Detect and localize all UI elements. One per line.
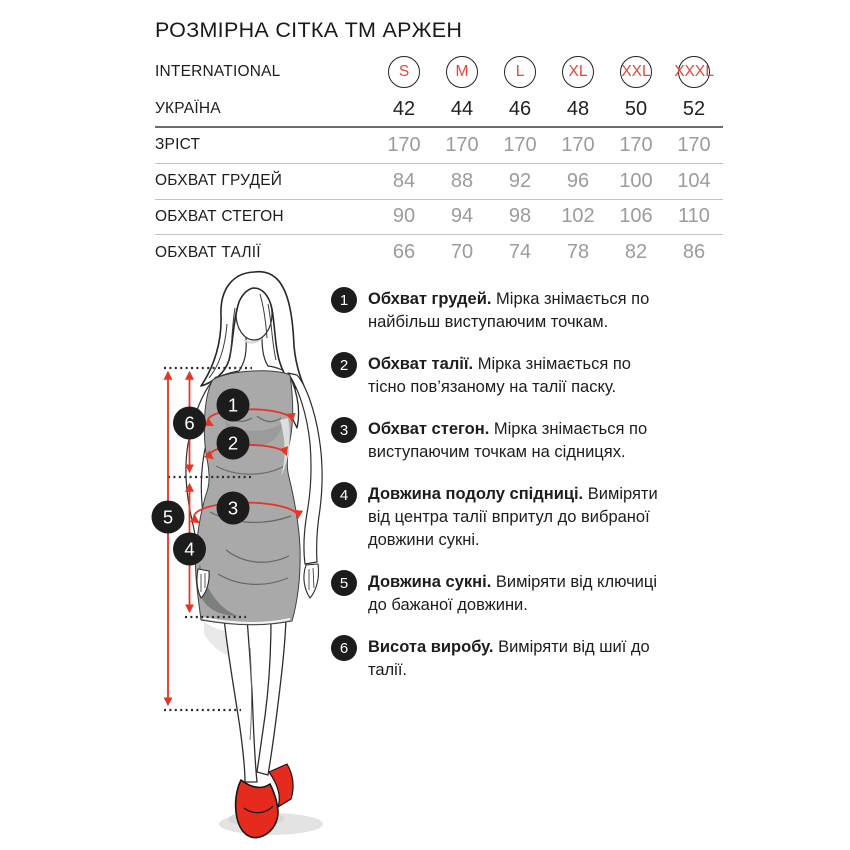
row-label: ОБХВАТ ГРУДЕЙ [155, 172, 283, 190]
row-label: ОБХВАТ ТАЛІЇ [155, 243, 261, 261]
legend-number-badge: 6 [331, 635, 357, 661]
table-cell: 94 [450, 205, 474, 228]
svg-text:1: 1 [228, 395, 238, 416]
table-cell: 74 [508, 241, 532, 264]
table-cell: 46 [508, 97, 532, 120]
legend-number-badge: 3 [331, 417, 357, 443]
marker-badge-4: 4 [173, 532, 206, 566]
legend-number-badge: 4 [331, 482, 357, 508]
table-cell: 170 [619, 133, 653, 156]
table-cell: 98 [508, 205, 532, 228]
size-circle-xxxl: XXXL [674, 56, 714, 88]
table-cell: 82 [624, 241, 648, 264]
table-cell: 170 [445, 133, 479, 156]
legend-item-text: Мірка знімається по найбільш виступаючим… [368, 290, 650, 331]
legend-item-text: Мірка знімається по тісно пов’язаному на… [368, 355, 631, 396]
marker-badge-6: 6 [173, 406, 206, 440]
legend-item-title: Обхват стегон. [368, 420, 490, 438]
table-cell: 170 [677, 133, 711, 156]
table-cell: 70 [450, 241, 474, 264]
row-label: ЗРІСТ [155, 136, 201, 154]
table-row-bust: ОБХВАТ ГРУДЕЙ 84 88 92 96 100 104 [155, 162, 723, 199]
table-cell: 48 [566, 97, 590, 120]
table-cell: 110 [678, 205, 710, 228]
legend-item-bust: 1 Обхват грудей. Мірка знімається по най… [331, 287, 731, 334]
legend-item-title: Висота виробу. [368, 638, 494, 656]
size-circle-s: S [388, 56, 420, 88]
table-row-hips: ОБХВАТ СТЕГОН 90 94 98 102 106 110 [155, 198, 723, 235]
row-label: ОБХВАТ СТЕГОН [155, 207, 284, 225]
size-circle-m: M [446, 56, 478, 88]
table-cell: 42 [392, 97, 416, 120]
table-row-ukraine: УКРАЇНА 42 44 46 48 50 52 [155, 92, 723, 126]
svg-text:4: 4 [184, 539, 194, 560]
legend-item-text: Виміряти від центра талії впритул до виб… [368, 485, 658, 549]
marker-badge-3: 3 [216, 491, 250, 525]
size-circle-xxl: XXL [620, 56, 652, 88]
table-cell: 106 [619, 205, 653, 228]
table-cell: 170 [503, 133, 537, 156]
legend-item-title: Довжина сукні. [368, 573, 492, 591]
svg-text:2: 2 [228, 433, 238, 454]
table-cell: 96 [566, 169, 590, 192]
table-cell: 52 [682, 97, 706, 120]
size-circle-xl: XL [562, 56, 594, 88]
table-cell: 88 [450, 169, 474, 192]
table-cell: 100 [619, 169, 653, 192]
table-cell: 84 [392, 169, 416, 192]
table-cell: 102 [561, 205, 595, 228]
table-body: ЗРІСТ 170 170 170 170 170 170 ОБХВАТ ГРУ… [155, 126, 723, 270]
legend-item-title: Обхват талії. [368, 355, 474, 373]
woman-legs [223, 617, 287, 783]
table-cell: 66 [392, 241, 416, 264]
size-table: INTERNATIONAL S M L XL XXL XXXL УКРАЇНА … [155, 52, 723, 270]
dotted-reference-lines [164, 366, 252, 712]
size-circle-l: L [504, 56, 536, 88]
table-cell: 104 [677, 169, 711, 192]
svg-text:6: 6 [184, 413, 194, 434]
marker-badge-5: 5 [151, 500, 185, 534]
legend-item-text: Мірка знімається по виступаючим точкам н… [368, 420, 648, 461]
legend-item-waist: 2 Обхват талії. Мірка знімається по тісн… [331, 352, 731, 399]
legend-item-title: Обхват грудей. [368, 290, 492, 308]
woman-hands [196, 563, 320, 599]
legend-item-title: Довжина подолу спідниці. [368, 485, 584, 503]
legend-item-text: Виміряти від ключиці до бажаної довжини. [368, 573, 658, 614]
measurement-figure-illustration: 1 2 3 4 5 6 [151, 270, 323, 839]
figure-marker-badges: 1 2 3 4 5 6 [151, 388, 250, 566]
svg-text:3: 3 [228, 498, 238, 519]
table-cell: 78 [566, 241, 590, 264]
table-cell: 90 [392, 205, 416, 228]
measurement-legend: 1 Обхват грудей. Мірка знімається по най… [331, 287, 731, 700]
table-cell: 86 [682, 241, 706, 264]
legend-number-badge: 2 [331, 352, 357, 378]
page-title: РОЗМІРНА СІТКА ТМ АРЖЕН [155, 18, 463, 42]
row-label-international: INTERNATIONAL [155, 63, 281, 80]
table-cell: 50 [624, 97, 648, 120]
legend-number-badge: 5 [331, 570, 357, 596]
marker-badge-1: 1 [216, 388, 250, 422]
red-high-heels [234, 763, 294, 839]
legend-item-skirt-length: 4 Довжина подолу спідниці. Виміряти від … [331, 482, 731, 552]
svg-text:5: 5 [163, 507, 173, 528]
table-row-waist: ОБХВАТ ТАЛІЇ 66 70 74 78 82 86 [155, 234, 723, 270]
table-row-height: ЗРІСТ 170 170 170 170 170 170 [155, 128, 723, 163]
measurement-figure: 1 2 3 4 5 6 [140, 268, 340, 850]
table-cell: 44 [450, 97, 474, 120]
table-cell: 170 [561, 133, 595, 156]
row-label-ukraine: УКРАЇНА [155, 100, 221, 117]
table-row-international: INTERNATIONAL S M L XL XXL XXXL [155, 52, 723, 92]
legend-item-product-height: 6 Висота виробу. Виміряти від шиї до тал… [331, 635, 731, 682]
table-cell: 92 [508, 169, 532, 192]
legend-item-text: Виміряти від шиї до талії. [368, 638, 650, 679]
legend-item-hips: 3 Обхват стегон. Мірка знімається по вис… [331, 417, 731, 464]
marker-badge-2: 2 [216, 426, 250, 460]
table-cell: 170 [387, 133, 421, 156]
legend-item-dress-length: 5 Довжина сукні. Виміряти від ключиці до… [331, 570, 731, 617]
legend-number-badge: 1 [331, 287, 357, 313]
